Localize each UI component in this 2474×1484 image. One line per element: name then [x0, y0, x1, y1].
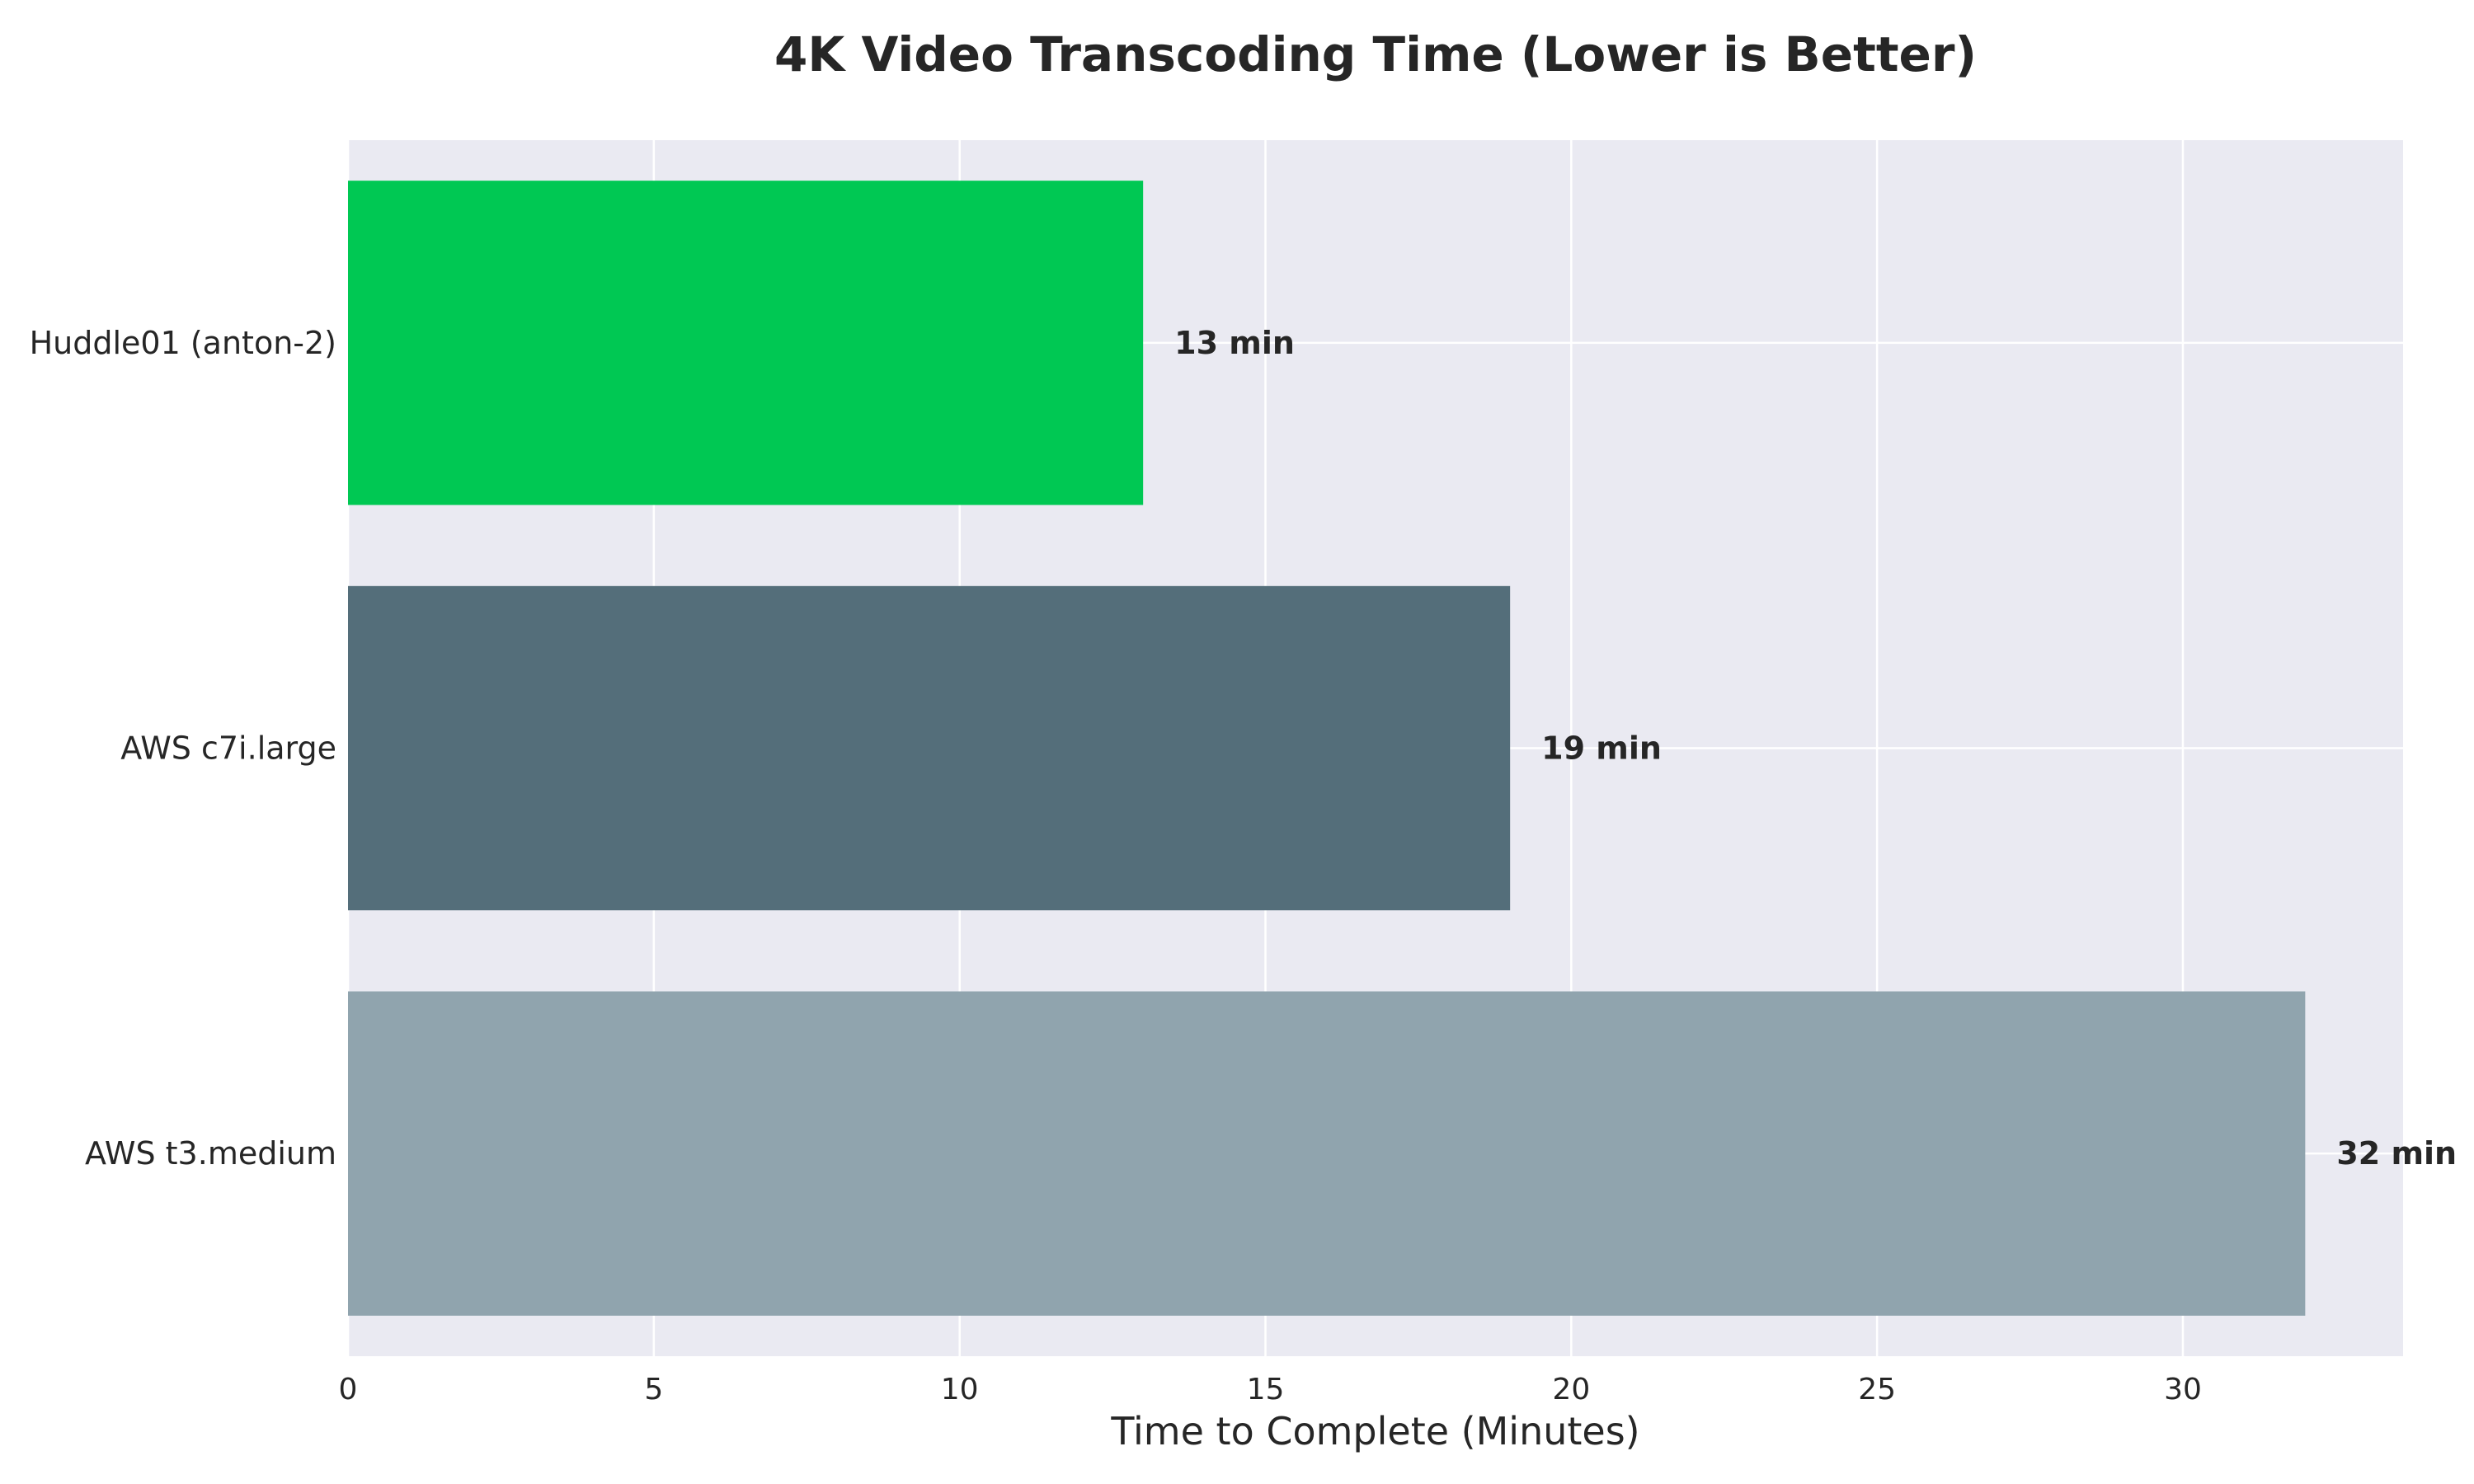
- x-tick-label: 15: [1247, 1373, 1285, 1407]
- x-tick-label: 20: [1552, 1373, 1590, 1407]
- x-tick-label: 10: [941, 1373, 979, 1407]
- category-labels: Huddle01 (anton-2) AWS c7i.large AWS t3.me…: [30, 325, 336, 1172]
- category-label: AWS c7i.large: [120, 730, 336, 767]
- x-tick-label: 0: [339, 1373, 358, 1407]
- x-axis-label: Time to Complete (Minutes): [1110, 1409, 1639, 1453]
- category-label: AWS t3.medium: [85, 1135, 336, 1172]
- category-label: Huddle01 (anton-2): [30, 325, 336, 361]
- bar: [348, 585, 1511, 911]
- x-tick-labels: 0 5 10 15 20 25 30: [339, 1373, 2202, 1407]
- x-tick-label: 30: [2164, 1373, 2202, 1407]
- bar-value-label: 32 min: [2336, 1135, 2457, 1172]
- bar: [348, 991, 2306, 1316]
- chart-title: 4K Video Transcoding Time (Lower is Bett…: [774, 26, 1977, 82]
- x-tick-label: 25: [1858, 1373, 1896, 1407]
- bar: [348, 181, 1144, 505]
- bar-value-label: 19 min: [1541, 730, 1662, 767]
- x-tick-label: 5: [644, 1373, 663, 1407]
- bar-value-label: 13 min: [1174, 325, 1295, 361]
- bars: [348, 181, 2306, 1316]
- data-labels: 13 min 19 min 32 min: [1174, 325, 2457, 1172]
